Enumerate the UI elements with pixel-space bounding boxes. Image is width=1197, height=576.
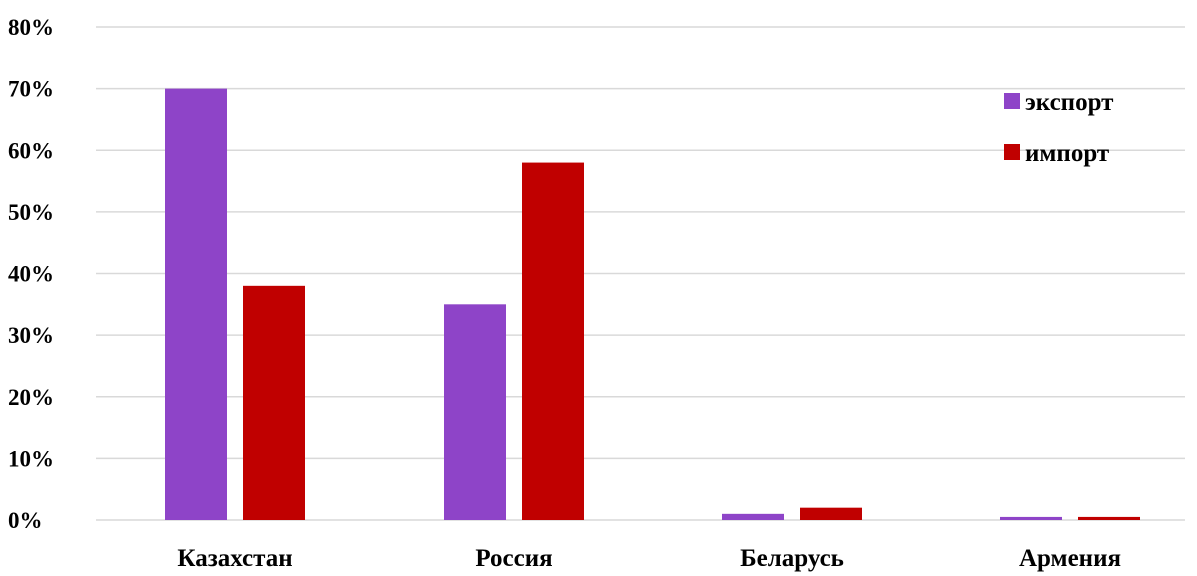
y-tick-label: 20% xyxy=(8,385,54,410)
legend-label: экспорт xyxy=(1025,89,1113,116)
x-category-label: Казахстан xyxy=(177,545,292,572)
x-category-label: Армения xyxy=(1019,545,1121,572)
y-tick-label: 60% xyxy=(8,138,54,163)
y-tick-label: 30% xyxy=(8,323,54,348)
y-tick-label: 70% xyxy=(8,77,54,102)
y-tick-label: 10% xyxy=(8,446,54,471)
x-axis-category-labels: Казахстан Россия Беларусь Армения xyxy=(177,545,1121,572)
legend-label: импорт xyxy=(1025,140,1109,167)
bar-export xyxy=(165,88,227,520)
y-tick-label: 0% xyxy=(8,508,43,533)
legend-swatch xyxy=(1004,144,1020,160)
legend: экспорт импорт xyxy=(1004,89,1113,167)
x-category-label: Беларусь xyxy=(740,545,844,572)
bar-export xyxy=(444,304,506,520)
y-tick-label: 50% xyxy=(8,200,54,225)
bar-import xyxy=(800,507,862,520)
bar-import xyxy=(1078,516,1140,520)
legend-swatch xyxy=(1004,93,1020,109)
bar-import xyxy=(522,162,584,520)
bars xyxy=(165,88,1140,520)
x-category-label: Россия xyxy=(475,545,552,572)
bar-export xyxy=(722,513,784,520)
y-tick-label: 80% xyxy=(8,15,54,40)
y-axis-tick-labels: 0% 10% 20% 30% 40% 50% 60% 70% 80% xyxy=(8,15,54,533)
bar-import xyxy=(243,285,305,520)
bar-export xyxy=(1000,516,1062,520)
y-tick-label: 40% xyxy=(8,262,54,287)
